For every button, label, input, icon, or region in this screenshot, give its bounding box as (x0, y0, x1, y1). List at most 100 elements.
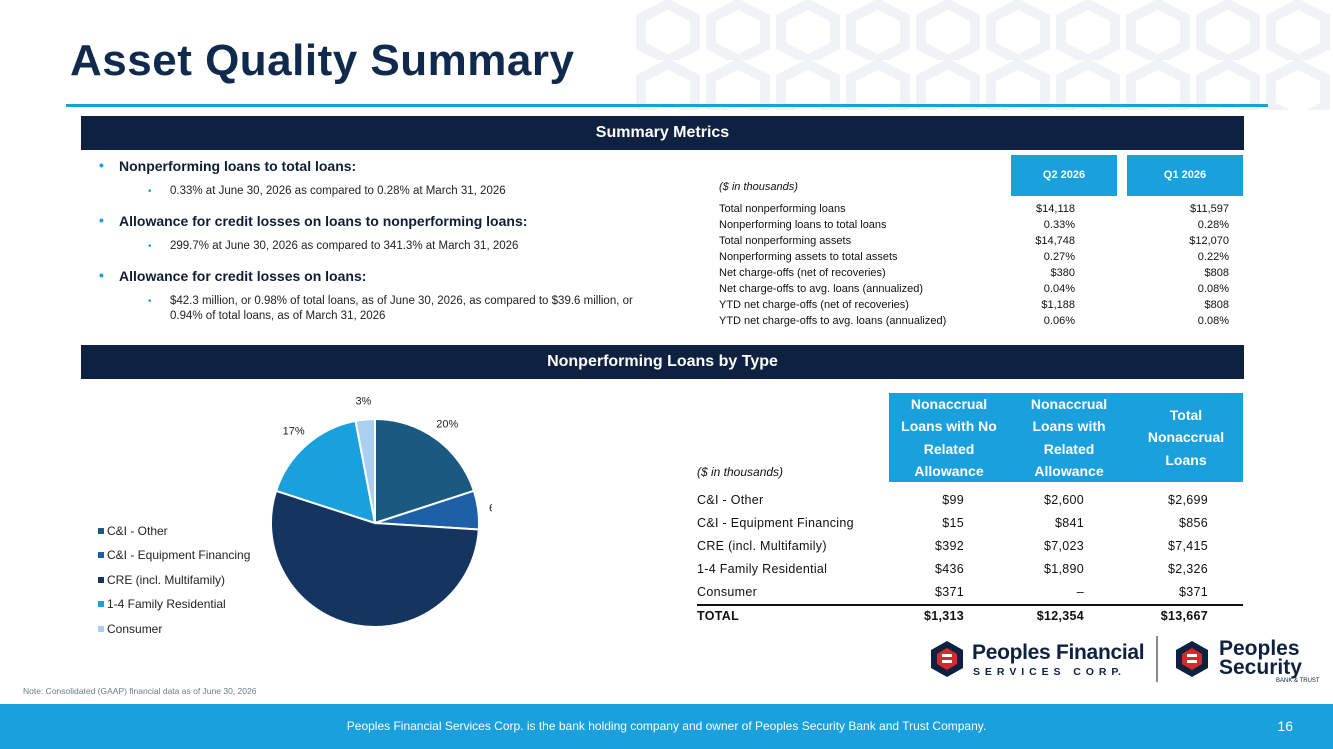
metrics-row: Net charge-offs to avg. loans (annualize… (719, 283, 1229, 299)
logo-wordmark: Peoples Financial (972, 641, 1145, 664)
column-header-q1: Q1 2026 (1127, 155, 1243, 196)
legend-label: C&I - Equipment Financing (107, 548, 251, 563)
metrics-row: Total nonperforming loans $14,118 $11,59… (719, 203, 1229, 219)
legend-swatch (98, 528, 104, 534)
metric-q2: $14,118 (1036, 203, 1075, 215)
page-number: 16 (1277, 718, 1293, 734)
table-total-row: TOTAL $1,313 $12,354 $13,667 (697, 606, 1243, 629)
cell-with-allowance: – (1076, 585, 1084, 599)
metrics-row: Net charge-offs (net of recoveries) $380… (719, 267, 1229, 283)
cell-total: $13,667 (1160, 609, 1208, 623)
pie-data-label: 17% (283, 426, 305, 438)
cell-with-allowance: $12,354 (1036, 609, 1084, 623)
pie-legend: C&I - Other C&I - Equipment Financing CRE … (98, 523, 250, 645)
metrics-units: ($ in thousands) (719, 181, 798, 193)
metric-q1: 0.28% (1197, 219, 1229, 231)
footnote: Note: Consolidated (GAAP) financial data… (23, 686, 257, 696)
background-pattern (633, 0, 1333, 110)
column-header-q2: Q2 2026 (1011, 155, 1117, 196)
metric-q1: $12,070 (1189, 235, 1229, 247)
bullet-heading: Allowance for credit losses on loans: (86, 267, 646, 284)
legend-swatch (98, 625, 104, 632)
title-divider (66, 104, 1268, 107)
legend-label: C&I - Other (107, 524, 168, 538)
bullet-heading: Allowance for credit losses on loans to … (86, 212, 646, 229)
pie-slice (374, 417, 476, 525)
header-text: Nonaccrual Loans with Related Allowance (1030, 395, 1108, 480)
header-text: Total Nonaccrual Loans (1147, 406, 1225, 468)
metrics-row: Nonperforming assets to total assets 0.2… (719, 251, 1229, 267)
logo-divider (1156, 636, 1158, 682)
cell-no-allowance: $15 (942, 516, 964, 530)
pie-data-label: 20% (436, 419, 458, 431)
row-label: TOTAL (697, 609, 740, 623)
bullet-detail: 0.33% at June 30, 2026 as compared to 0.… (86, 184, 646, 199)
hexagon-icon (931, 641, 963, 677)
legend-item: C&I - Other (98, 523, 250, 547)
legend-item: CRE (incl. Multifamily) (98, 572, 250, 596)
table-row: 1-4 Family Residential $436 $1,890 $2,32… (697, 559, 1243, 582)
row-label: Consumer (697, 585, 758, 599)
metric-q2: 0.04% (1043, 283, 1075, 295)
cell-no-allowance: $371 (934, 585, 964, 599)
bullet-detail: $42.3 million, or 0.98% of total loans, … (86, 294, 646, 324)
cell-total: $856 (1178, 516, 1208, 530)
table-row: Consumer $371 – $371 (697, 582, 1243, 605)
logo-subtitle: BANK & TRUST (1276, 678, 1320, 684)
page-title: Asset Quality Summary (70, 36, 575, 85)
legend-label: CRE (incl. Multifamily) (107, 572, 226, 587)
cell-total: $371 (1178, 585, 1208, 599)
hexagon-icon (1176, 641, 1208, 677)
metric-q1: 0.22% (1197, 251, 1229, 263)
metric-q1: $11,597 (1190, 203, 1229, 215)
cell-no-allowance: $1,313 (923, 609, 964, 623)
metric-q2: 0.33% (1043, 219, 1075, 231)
table-row: C&I - Other $99 $2,600 $2,699 (697, 490, 1243, 513)
row-label: CRE (incl. Multifamily) (697, 539, 827, 553)
cell-no-allowance: $99 (942, 493, 964, 507)
legend-item: Consumer (98, 621, 250, 645)
pie-slice (274, 419, 377, 525)
metric-q2: 0.27% (1043, 251, 1075, 263)
footer-text: Peoples Financial Services Corp. is the … (346, 719, 987, 733)
npl-units: ($ in thousands) (697, 465, 784, 479)
cell-total: $7,415 (1167, 539, 1208, 553)
cell-with-allowance: $7,023 (1043, 539, 1084, 553)
nonperforming-loans-header: Nonperforming Loans by Type (81, 345, 1244, 379)
metric-label: Total nonperforming loans (719, 203, 846, 215)
column-header-with-allowance: Nonaccrual Loans with Related Allowance (1009, 393, 1129, 482)
metric-label: Nonperforming assets to total assets (719, 251, 898, 263)
total-divider (697, 604, 1243, 606)
metric-q2: 0.06% (1043, 315, 1075, 327)
summary-metrics-header: Summary Metrics (81, 116, 1244, 150)
logo-wordmark-line1: Peoples (1219, 637, 1300, 660)
metrics-row: Total nonperforming assets $14,748 $12,0… (719, 235, 1229, 251)
logo-wordmark-line2: Security (1219, 656, 1302, 679)
table-row: CRE (incl. Multifamily) $392 $7,023 $7,4… (697, 536, 1243, 559)
cell-no-allowance: $436 (934, 562, 964, 576)
header-text: Nonaccrual Loans with No Related Allowan… (901, 395, 997, 480)
metric-q1: $808 (1204, 299, 1229, 311)
metric-q2: $1,188 (1041, 299, 1075, 311)
cell-with-allowance: $2,600 (1043, 493, 1084, 507)
table-row: C&I - Equipment Financing $15 $841 $856 (697, 513, 1243, 536)
metric-label: Nonperforming loans to total loans (719, 219, 887, 231)
legend-swatch (98, 601, 104, 608)
summary-bullets: Nonperforming loans to total loans: 0.33… (86, 157, 646, 338)
legend-swatch (98, 552, 104, 559)
legend-item: C&I - Equipment Financing (98, 547, 250, 571)
legend-label: Consumer (107, 621, 163, 636)
nonperforming-loans-pie-chart: 20%6%54%17%3% (269, 396, 492, 628)
legend-swatch (98, 576, 104, 583)
pie-data-label: 6% (489, 503, 492, 515)
metric-label: Net charge-offs (net of recoveries) (719, 267, 886, 279)
metric-q1: 0.08% (1197, 315, 1229, 327)
metric-label: Net charge-offs to avg. loans (annualize… (719, 283, 924, 295)
metric-q2: $380 (1050, 267, 1075, 279)
metric-label: YTD net charge-offs (net of recoveries) (719, 299, 909, 311)
metric-q1: $808 (1204, 267, 1229, 279)
cell-with-allowance: $841 (1054, 516, 1084, 530)
cell-total: $2,699 (1167, 493, 1208, 507)
logo-subtitle: S E R V I C E S C O R P. (973, 666, 1122, 678)
cell-total: $2,326 (1167, 562, 1208, 576)
